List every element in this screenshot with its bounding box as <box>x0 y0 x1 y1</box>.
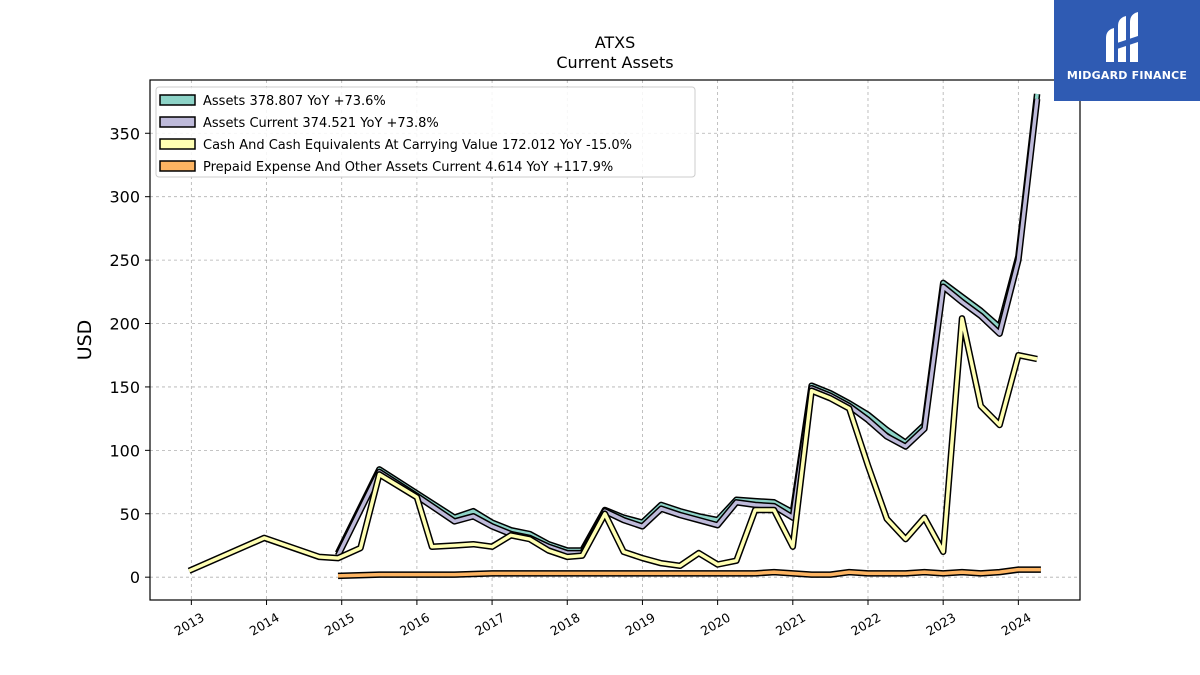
grid <box>150 80 1080 600</box>
legend-label-0: Assets 378.807 YoY +73.6% <box>203 94 386 109</box>
y-tick-label: 200 <box>109 315 140 334</box>
legend: Assets 378.807 YoY +73.6% Assets Current … <box>155 86 696 178</box>
midgard-logo-icon <box>1106 12 1138 62</box>
x-tick-label: 2023 <box>923 610 958 639</box>
y-tick-label: 300 <box>109 188 140 207</box>
series-line-3 <box>337 567 1041 578</box>
logo-text: MIDGARD FINANCE <box>1066 69 1188 82</box>
y-tick-label: 350 <box>109 124 140 143</box>
x-tick-label: 2016 <box>397 610 432 639</box>
x-tick-label: 2014 <box>247 610 282 639</box>
x-tick-label: 2021 <box>773 610 808 639</box>
midgard-finance-logo: MIDGARD FINANCE <box>1054 0 1200 101</box>
chart-title: ATXS <box>595 33 636 52</box>
y-tick-label: 250 <box>109 251 140 270</box>
legend-swatch-1 <box>159 116 196 128</box>
legend-label-1: Assets Current 374.521 YoY +73.8% <box>203 116 439 131</box>
chart-subtitle: Current Assets <box>556 53 673 72</box>
x-tick-label: 2020 <box>698 610 733 639</box>
legend-label-2: Cash And Cash Equivalents At Carrying Va… <box>203 138 632 153</box>
y-tick-label: 100 <box>109 441 140 460</box>
y-axis-label: USD <box>74 320 96 361</box>
legend-swatch-0 <box>159 94 196 106</box>
y-tick-label: 50 <box>120 505 140 524</box>
x-tick-label: 2024 <box>999 610 1034 639</box>
series-lines <box>187 93 1041 580</box>
x-tick-label: 2018 <box>547 610 582 639</box>
y-tick-label: 0 <box>130 568 140 587</box>
legend-swatch-2 <box>159 138 196 150</box>
y-axis: 0 50 100 150 200 250 300 350 <box>109 124 150 587</box>
x-tick-label: 2022 <box>848 610 883 639</box>
x-tick-label: 2019 <box>623 610 658 639</box>
series-line-1 <box>336 98 1039 557</box>
series-line-2 <box>188 316 1038 573</box>
plot-frame <box>149 79 1081 601</box>
legend-swatch-3 <box>159 160 196 172</box>
x-tick-label: 2015 <box>322 610 357 639</box>
legend-label-3: Prepaid Expense And Other Assets Current… <box>203 160 613 175</box>
y-tick-label: 150 <box>109 378 140 397</box>
x-tick-label: 2017 <box>472 610 507 639</box>
legend-box <box>155 86 696 178</box>
x-axis: 2013 2014 2015 2016 2017 2018 2019 2020 2021 2022… <box>172 600 1034 639</box>
x-tick-label: 2013 <box>172 610 207 639</box>
